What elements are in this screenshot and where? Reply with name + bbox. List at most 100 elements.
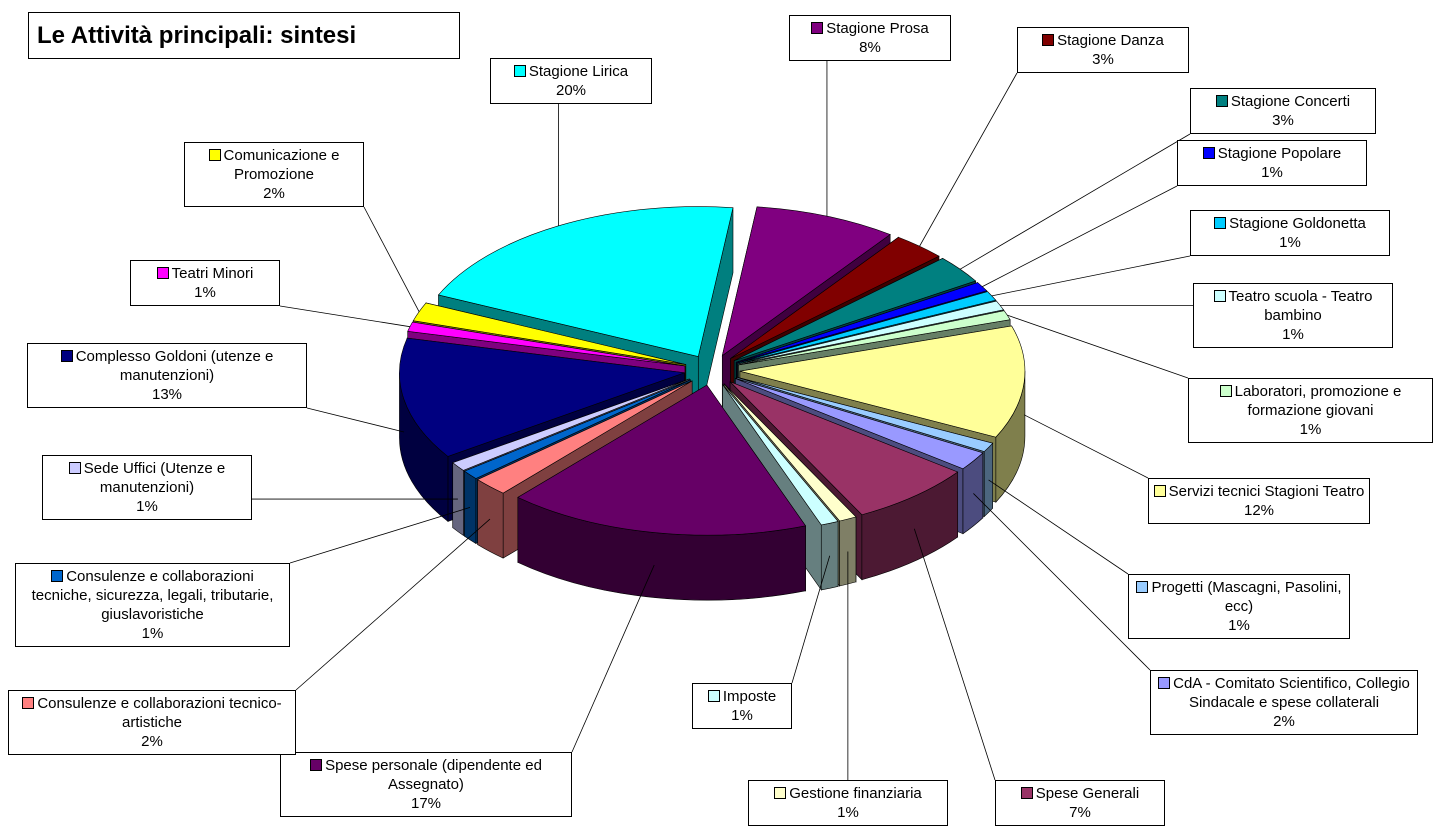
- value-label: 3%: [1092, 51, 1114, 68]
- leader-line: [289, 507, 471, 564]
- value-label: 1%: [731, 707, 753, 724]
- leader-line: [959, 133, 1191, 270]
- slice: [722, 384, 839, 526]
- value-label: 1%: [136, 498, 158, 515]
- category-label: Spese personale (dipendente ed Assegnato…: [325, 757, 542, 793]
- label-name: Stagione Popolare: [1182, 144, 1362, 163]
- value-label: 1%: [1279, 234, 1301, 251]
- category-label: Spese Generali: [1035, 785, 1140, 802]
- category-label: Servizi tecnici Stagioni Teatro: [1168, 483, 1365, 500]
- leader-line: [973, 493, 1151, 671]
- leader-line: [919, 72, 1018, 247]
- label-box: Comunicazione e Promozione 2%: [184, 142, 364, 207]
- leader-line: [295, 518, 491, 691]
- legend-swatch: [208, 149, 221, 161]
- category-label: Stagione Concerti: [1230, 93, 1351, 110]
- label-box: CdA - Comitato Scientifico, Collegio Sin…: [1150, 670, 1418, 735]
- legend-swatch: [1153, 485, 1166, 497]
- label-box: Stagione Prosa 8%: [789, 15, 951, 61]
- label-name: Imposte: [697, 687, 787, 706]
- label-box: Stagione Concerti 3%: [1190, 88, 1376, 134]
- label-box: Consulenze e collaborazioni tecnico-arti…: [8, 690, 296, 755]
- label-name: Servizi tecnici Stagioni Teatro: [1153, 482, 1365, 501]
- slice: [736, 376, 994, 452]
- leader-line: [306, 407, 405, 433]
- legend-swatch: [1202, 147, 1215, 159]
- leader-line: [991, 255, 1191, 297]
- leader-line: [1023, 414, 1149, 479]
- value-label: 1%: [141, 625, 164, 642]
- leader-line: [913, 528, 996, 781]
- category-label: Teatri Minori: [171, 265, 254, 282]
- legend-swatch: [1158, 677, 1171, 689]
- slice: [412, 302, 686, 365]
- leader-line: [988, 479, 1129, 575]
- value-label: 2%: [263, 185, 285, 202]
- label-box: Teatro scuola - Teatro bambino 1%: [1193, 283, 1393, 348]
- value-label: 2%: [1273, 713, 1295, 730]
- legend-swatch: [60, 350, 73, 362]
- legend-swatch: [51, 570, 64, 582]
- leader-lines: [252, 61, 1193, 781]
- legend-swatch: [811, 22, 824, 34]
- slice: [736, 291, 997, 364]
- category-label: Sede Uffici (Utenze e manutenzioni): [83, 460, 226, 496]
- value-label: 1%: [1261, 164, 1283, 181]
- category-label: Stagione Popolare: [1217, 145, 1342, 162]
- value-label: 12%: [1243, 502, 1275, 519]
- label-name: Stagione Prosa: [794, 19, 946, 38]
- label-box: Laboratori, promozione e formazione giov…: [1188, 378, 1433, 443]
- label-box: Spese Generali 7%: [995, 780, 1165, 826]
- label-box: Stagione Lirica 20%: [490, 58, 652, 104]
- category-label: Gestione finanziaria: [789, 785, 922, 802]
- label-name: Stagione Concerti: [1195, 92, 1371, 111]
- category-label: Progetti (Mascagni, Pasolini, ecc): [1151, 579, 1342, 615]
- leader-line: [1007, 314, 1189, 379]
- legend-swatch: [774, 787, 787, 799]
- label-box: Stagione Popolare 1%: [1177, 140, 1367, 186]
- slice: [463, 379, 691, 479]
- label-name: Consulenze e collaborazioni tecniche, si…: [20, 567, 285, 624]
- legend-swatch: [1215, 95, 1228, 107]
- leader-line: [571, 564, 655, 753]
- slice: [399, 337, 685, 457]
- value-label: 8%: [859, 39, 881, 56]
- label-name: Comunicazione e Promozione: [189, 146, 359, 184]
- category-label: Stagione Lirica: [528, 63, 629, 80]
- slice: [517, 384, 807, 536]
- value-label: 1%: [1228, 617, 1250, 634]
- label-box: Sede Uffici (Utenze e manutenzioni) 1%: [42, 455, 252, 520]
- label-name: Stagione Danza: [1022, 31, 1184, 50]
- label-box: Gestione finanziaria 1%: [748, 780, 948, 826]
- label-name: Teatri Minori: [135, 264, 275, 283]
- leader-line: [363, 206, 420, 312]
- category-label: Imposte: [722, 688, 777, 705]
- label-box: Teatri Minori 1%: [130, 260, 280, 306]
- label-name: Teatro scuola - Teatro bambino: [1198, 287, 1388, 325]
- label-name: Gestione finanziaria: [753, 784, 943, 803]
- legend-swatch: [1042, 34, 1055, 46]
- legend-swatch: [156, 267, 169, 279]
- label-name: Consulenze e collaborazioni tecnico-arti…: [13, 694, 291, 732]
- slice: [723, 383, 857, 522]
- category-label: Comunicazione e Promozione: [223, 147, 340, 183]
- value-label: 1%: [1299, 421, 1322, 438]
- label-name: Laboratori, promozione e formazione giov…: [1193, 382, 1428, 420]
- value-label: 7%: [1069, 804, 1091, 821]
- leader-line: [279, 305, 410, 328]
- slice: [735, 378, 984, 470]
- value-label: 1%: [1282, 326, 1304, 343]
- label-name: CdA - Comitato Scientifico, Collegio Sin…: [1155, 674, 1413, 712]
- category-label: Stagione Prosa: [826, 20, 929, 37]
- label-box: Spese personale (dipendente ed Assegnato…: [280, 752, 572, 817]
- category-label: Stagione Goldonetta: [1229, 215, 1366, 232]
- legend-swatch: [1213, 290, 1226, 302]
- label-box: Progetti (Mascagni, Pasolini, ecc) 1%: [1128, 574, 1350, 639]
- value-label: 20%: [555, 82, 587, 99]
- category-label: CdA - Comitato Scientifico, Collegio Sin…: [1173, 675, 1410, 711]
- label-name: Progetti (Mascagni, Pasolini, ecc): [1133, 578, 1345, 616]
- label-box: Stagione Danza 3%: [1017, 27, 1189, 73]
- category-label: Complesso Goldoni (utenze e manutenzioni…: [75, 348, 274, 384]
